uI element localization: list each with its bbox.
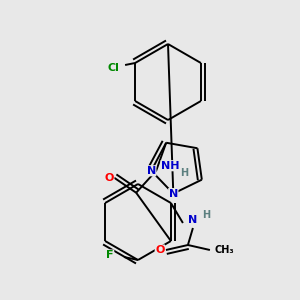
Text: H: H [180, 168, 188, 178]
Text: N: N [169, 189, 178, 199]
Text: H: H [202, 210, 210, 220]
Text: N: N [188, 215, 197, 225]
Text: N: N [147, 166, 156, 176]
Text: NH: NH [161, 161, 179, 171]
Text: Cl: Cl [107, 63, 119, 73]
Text: O: O [155, 245, 165, 255]
Text: F: F [106, 250, 114, 260]
Text: O: O [104, 173, 114, 183]
Text: CH₃: CH₃ [214, 245, 234, 255]
